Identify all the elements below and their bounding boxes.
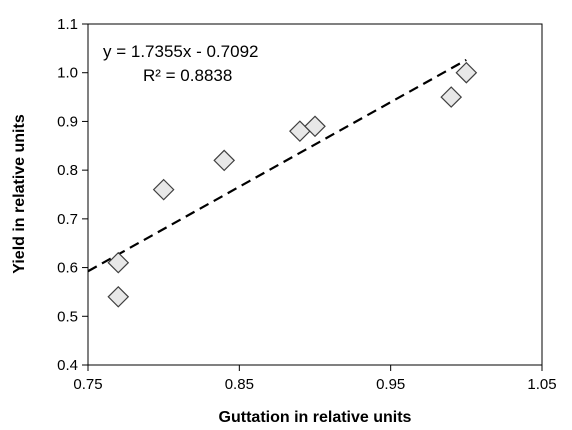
- data-points: [107, 61, 478, 308]
- data-point: [107, 251, 130, 274]
- x-axis-title: Guttation in relative units: [219, 409, 412, 426]
- y-tick-label: 1.0: [57, 65, 78, 82]
- x-tick-label: 0.75: [73, 376, 102, 393]
- y-tick-label: 1.1: [57, 16, 78, 33]
- x-tick-label: 0.95: [376, 376, 405, 393]
- data-point: [440, 86, 463, 108]
- y-tick-label: 0.8: [57, 162, 78, 179]
- data-point: [455, 61, 478, 84]
- y-tick-label: 0.6: [57, 260, 78, 277]
- r-squared-label: R² = 0.8838: [143, 66, 232, 85]
- y-axis-title: Yield in relative units: [11, 114, 28, 274]
- x-tick-label: 1.05: [527, 376, 556, 393]
- y-tick-label: 0.9: [57, 113, 78, 130]
- data-point: [152, 178, 175, 201]
- plot-area-frame: [87, 23, 543, 366]
- data-point: [213, 149, 236, 172]
- y-tick-label: 0.7: [57, 211, 78, 228]
- data-point: [304, 115, 326, 138]
- x-axis: 0.75 0.85 0.95 1.05: [73, 365, 557, 393]
- equation-label: y = 1.7355x - 0.7092: [103, 42, 258, 61]
- data-point: [107, 285, 130, 308]
- x-tick-label: 0.85: [225, 376, 254, 393]
- trendline: [87, 58, 467, 273]
- y-tick-label: 0.5: [57, 308, 78, 325]
- y-axis: 0.4 0.5 0.6 0.7 0.8 0.9 1.0 1.1: [57, 16, 88, 374]
- y-tick-label: 0.4: [57, 357, 78, 374]
